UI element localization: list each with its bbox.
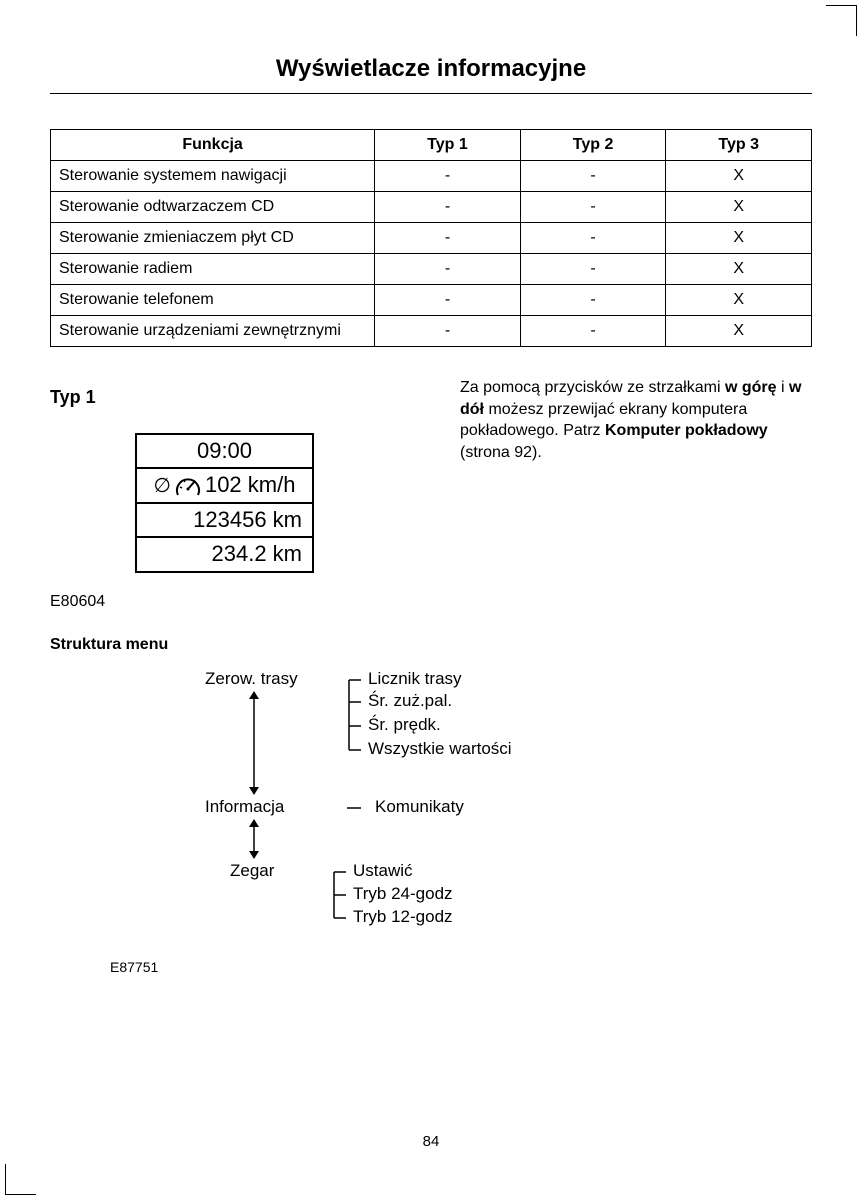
cell-val: X [666, 285, 812, 316]
table-row: Sterowanie odtwarzaczem CD - - X [51, 192, 812, 223]
dash-icon [345, 803, 365, 813]
cell-val: X [666, 192, 812, 223]
display-speed-row: ∅ 102 km/h [137, 469, 312, 503]
crop-mark-tr [826, 5, 857, 36]
para-text: i [777, 379, 789, 396]
page-title: Wyświetlacze informacyjne [50, 55, 812, 83]
arrow-updown-icon [247, 819, 261, 859]
menu-structure-heading: Struktura menu [50, 636, 812, 654]
para-bold: Komputer pokładowy [605, 422, 768, 439]
para-text: Za pomocą przycisków ze strzałkami [460, 379, 725, 396]
cell-fn: Sterowanie telefonem [51, 285, 375, 316]
display-time: 09:00 [137, 435, 312, 469]
col-typ1: Typ 1 [375, 130, 521, 161]
cell-val: - [375, 285, 521, 316]
two-column-section: Typ 1 09:00 ∅ 102 km/h 123456 km 234.2 k… [50, 377, 812, 611]
para-bold: w górę [725, 379, 777, 396]
table-row: Sterowanie radiem - - X [51, 254, 812, 285]
figure-code-2: E87751 [110, 959, 158, 975]
table-row: Sterowanie urządzeniami zewnętrznymi - -… [51, 316, 812, 347]
speedometer-icon [175, 475, 201, 497]
display-trip: 234.2 km [137, 538, 312, 570]
col-typ3: Typ 3 [666, 130, 812, 161]
bracket-icon [330, 864, 350, 922]
document-page: Wyświetlacze informacyjne Funkcja Typ 1 … [0, 0, 862, 1200]
menu-node-zerow-trasy: Zerow. trasy [205, 669, 298, 689]
cell-val: - [375, 316, 521, 347]
col-funkcja: Funkcja [51, 130, 375, 161]
cell-val: X [666, 223, 812, 254]
display-panel: 09:00 ∅ 102 km/h 123456 km 234.2 km [135, 433, 314, 573]
cell-val: - [520, 316, 666, 347]
display-odometer: 123456 km [137, 504, 312, 538]
figure-code-1: E80604 [50, 593, 430, 611]
menu-structure-diagram: Zerow. trasy Informacja Zegar Licznik tr… [150, 669, 812, 969]
crop-mark-bl [5, 1164, 36, 1195]
paragraph-scroll-instructions: Za pomocą przycisków ze strzałkami w gór… [460, 377, 812, 463]
title-rule [50, 93, 812, 94]
left-column: Typ 1 09:00 ∅ 102 km/h 123456 km 234.2 k… [50, 377, 430, 611]
display-speed-value: 102 km/h [205, 472, 296, 498]
cell-val: - [375, 192, 521, 223]
cell-fn: Sterowanie systemem nawigacji [51, 161, 375, 192]
cell-fn: Sterowanie radiem [51, 254, 375, 285]
feature-table: Funkcja Typ 1 Typ 2 Typ 3 Sterowanie sys… [50, 129, 812, 347]
menu-node-zegar: Zegar [230, 861, 274, 881]
table-header-row: Funkcja Typ 1 Typ 2 Typ 3 [51, 130, 812, 161]
cell-val: - [520, 192, 666, 223]
menu-node-informacja: Informacja [205, 797, 284, 817]
diameter-symbol: ∅ [154, 474, 171, 498]
page-number: 84 [0, 1133, 862, 1150]
submenu-item: Śr. zuż.pal. [368, 691, 452, 711]
cell-val: - [520, 285, 666, 316]
submenu-item: Śr. prędk. [368, 715, 441, 735]
table-row: Sterowanie systemem nawigacji - - X [51, 161, 812, 192]
cell-val: - [375, 161, 521, 192]
cell-val: X [666, 316, 812, 347]
cell-val: - [520, 254, 666, 285]
cell-val: - [520, 223, 666, 254]
submenu-item: Tryb 12-godz [353, 907, 453, 927]
bracket-icon [345, 672, 365, 754]
cell-fn: Sterowanie odtwarzaczem CD [51, 192, 375, 223]
cell-val: X [666, 254, 812, 285]
cell-val: - [375, 223, 521, 254]
arrow-updown-icon [247, 691, 261, 795]
para-text: (strona 92). [460, 444, 542, 461]
cell-val: X [666, 161, 812, 192]
right-column: Za pomocą przycisków ze strzałkami w gór… [460, 377, 812, 611]
table-row: Sterowanie telefonem - - X [51, 285, 812, 316]
cell-fn: Sterowanie urządzeniami zewnętrznymi [51, 316, 375, 347]
submenu-item: Tryb 24-godz [353, 884, 453, 904]
cell-val: - [520, 161, 666, 192]
table-row: Sterowanie zmieniaczem płyt CD - - X [51, 223, 812, 254]
submenu-item: Ustawić [353, 861, 413, 881]
cell-fn: Sterowanie zmieniaczem płyt CD [51, 223, 375, 254]
submenu-item: Licznik trasy [368, 669, 462, 689]
type1-heading: Typ 1 [50, 387, 430, 408]
col-typ2: Typ 2 [520, 130, 666, 161]
submenu-item: Komunikaty [375, 797, 464, 817]
cell-val: - [375, 254, 521, 285]
submenu-item: Wszystkie wartości [368, 739, 512, 759]
